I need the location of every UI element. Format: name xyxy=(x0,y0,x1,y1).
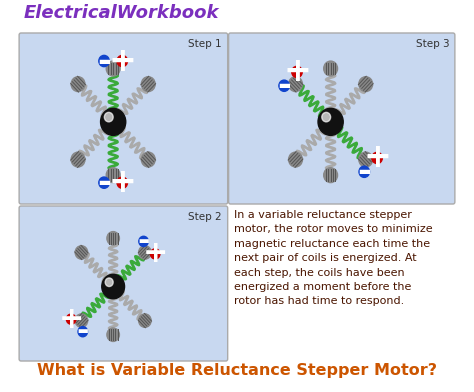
Text: +: + xyxy=(283,55,311,89)
Circle shape xyxy=(99,55,109,67)
Ellipse shape xyxy=(138,314,151,327)
Text: +: + xyxy=(109,45,136,78)
Ellipse shape xyxy=(289,77,302,92)
Text: -: - xyxy=(97,166,111,199)
Ellipse shape xyxy=(107,328,119,341)
Ellipse shape xyxy=(106,168,120,183)
Circle shape xyxy=(66,314,76,324)
Ellipse shape xyxy=(141,77,155,92)
Ellipse shape xyxy=(71,152,85,167)
Ellipse shape xyxy=(359,152,373,167)
FancyBboxPatch shape xyxy=(19,206,228,361)
Text: Step 1: Step 1 xyxy=(189,39,222,49)
Ellipse shape xyxy=(324,61,337,76)
Circle shape xyxy=(359,166,370,178)
Text: -: - xyxy=(277,69,291,102)
Ellipse shape xyxy=(359,77,373,92)
Text: ElectricalWorkbook: ElectricalWorkbook xyxy=(24,4,219,22)
Text: What is Variable Reluctance Stepper Motor?: What is Variable Reluctance Stepper Moto… xyxy=(37,363,437,378)
Ellipse shape xyxy=(106,61,120,76)
Text: -: - xyxy=(97,45,111,78)
Text: +: + xyxy=(363,142,391,174)
Ellipse shape xyxy=(107,232,119,245)
Circle shape xyxy=(104,113,113,122)
Circle shape xyxy=(150,249,160,259)
Circle shape xyxy=(117,177,128,188)
Circle shape xyxy=(102,274,125,299)
FancyBboxPatch shape xyxy=(19,33,228,204)
Ellipse shape xyxy=(71,77,85,92)
Text: Step 3: Step 3 xyxy=(416,39,449,49)
Ellipse shape xyxy=(75,246,88,259)
Text: In a variable reluctance stepper
motor, the rotor moves to minimize
magnetic rel: In a variable reluctance stepper motor, … xyxy=(234,210,433,307)
Text: -: - xyxy=(357,155,371,188)
Circle shape xyxy=(105,278,113,287)
Circle shape xyxy=(372,152,383,163)
Circle shape xyxy=(78,327,88,337)
Circle shape xyxy=(139,236,148,247)
Circle shape xyxy=(318,108,343,135)
Ellipse shape xyxy=(75,314,88,327)
Text: +: + xyxy=(109,166,136,199)
Text: +: + xyxy=(58,305,84,334)
FancyBboxPatch shape xyxy=(228,33,455,204)
Text: -: - xyxy=(137,227,150,256)
Circle shape xyxy=(100,108,126,135)
Ellipse shape xyxy=(324,168,337,183)
Ellipse shape xyxy=(289,152,302,167)
Circle shape xyxy=(279,80,290,91)
Ellipse shape xyxy=(138,246,151,259)
Circle shape xyxy=(99,177,109,188)
Text: +: + xyxy=(143,240,168,269)
Text: Step 2: Step 2 xyxy=(189,212,222,222)
Circle shape xyxy=(117,55,128,67)
Text: -: - xyxy=(76,317,89,346)
Ellipse shape xyxy=(141,152,155,167)
Circle shape xyxy=(322,113,331,122)
Circle shape xyxy=(292,66,302,78)
